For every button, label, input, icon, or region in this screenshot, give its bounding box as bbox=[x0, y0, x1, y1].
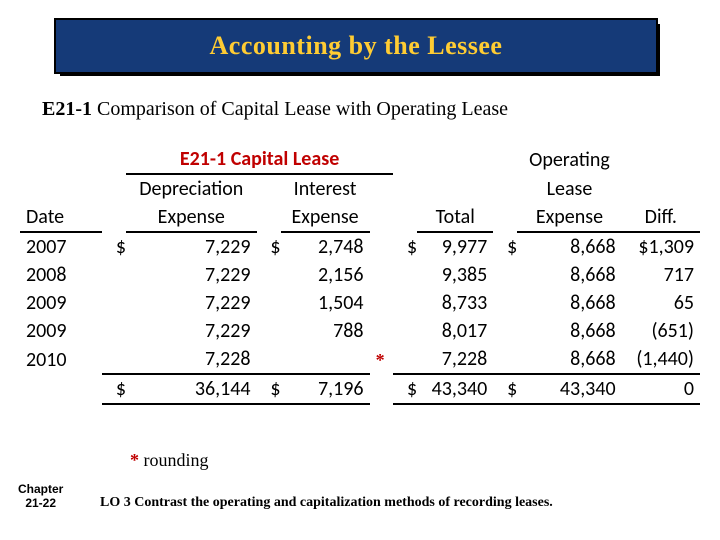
int-expense-header: Expense bbox=[281, 203, 370, 232]
operating-header-top: Operating bbox=[517, 145, 621, 174]
chapter-label: Chapter 21-22 bbox=[18, 482, 63, 511]
title-banner: Accounting by the Lessee bbox=[54, 18, 658, 74]
subtitle-rest: Comparison of Capital Lease with Operati… bbox=[92, 98, 508, 120]
table-row: 2008 7,229 2,156 9,385 8,668 717 bbox=[20, 261, 700, 289]
title-text: Accounting by the Lessee bbox=[210, 31, 503, 61]
comparison-table: E21-1 Capital Lease Operating Depreciati… bbox=[20, 145, 700, 405]
diff-header: Diff. bbox=[622, 203, 700, 232]
total-header: Total bbox=[417, 203, 493, 232]
lease-header: Lease bbox=[517, 174, 621, 203]
int-header: Interest bbox=[281, 174, 370, 203]
rounding-note: * rounding bbox=[130, 450, 209, 471]
rounding-text: rounding bbox=[139, 450, 209, 470]
capital-lease-header: E21-1 Capital Lease bbox=[126, 145, 393, 174]
table-row: 2009 7,229 788 8,017 8,668 (651) bbox=[20, 317, 700, 345]
dep-header: Depreciation bbox=[126, 174, 257, 203]
totals-row: $36,144 $7,196 $43,340 $43,340 0 bbox=[20, 374, 700, 404]
subtitle: E21-1 Comparison of Capital Lease with O… bbox=[42, 98, 508, 121]
dep-expense-header: Expense bbox=[126, 203, 257, 232]
rounding-star-icon: * bbox=[376, 350, 385, 370]
learning-objective: LO 3 Contrast the operating and capitali… bbox=[100, 495, 553, 511]
date-header: Date bbox=[20, 203, 102, 232]
lease-expense-header: Expense bbox=[517, 203, 621, 232]
exercise-code: E21-1 bbox=[42, 98, 92, 120]
table-row: 2010 7,228 * 7,228 8,668 (1,440) bbox=[20, 345, 700, 374]
table-row: 2009 7,229 1,504 8,733 8,668 65 bbox=[20, 289, 700, 317]
table-row: 2007 $7,229 $2,748 $9,977 $8,668 $1,309 bbox=[20, 232, 700, 261]
rounding-star: * bbox=[130, 450, 139, 470]
